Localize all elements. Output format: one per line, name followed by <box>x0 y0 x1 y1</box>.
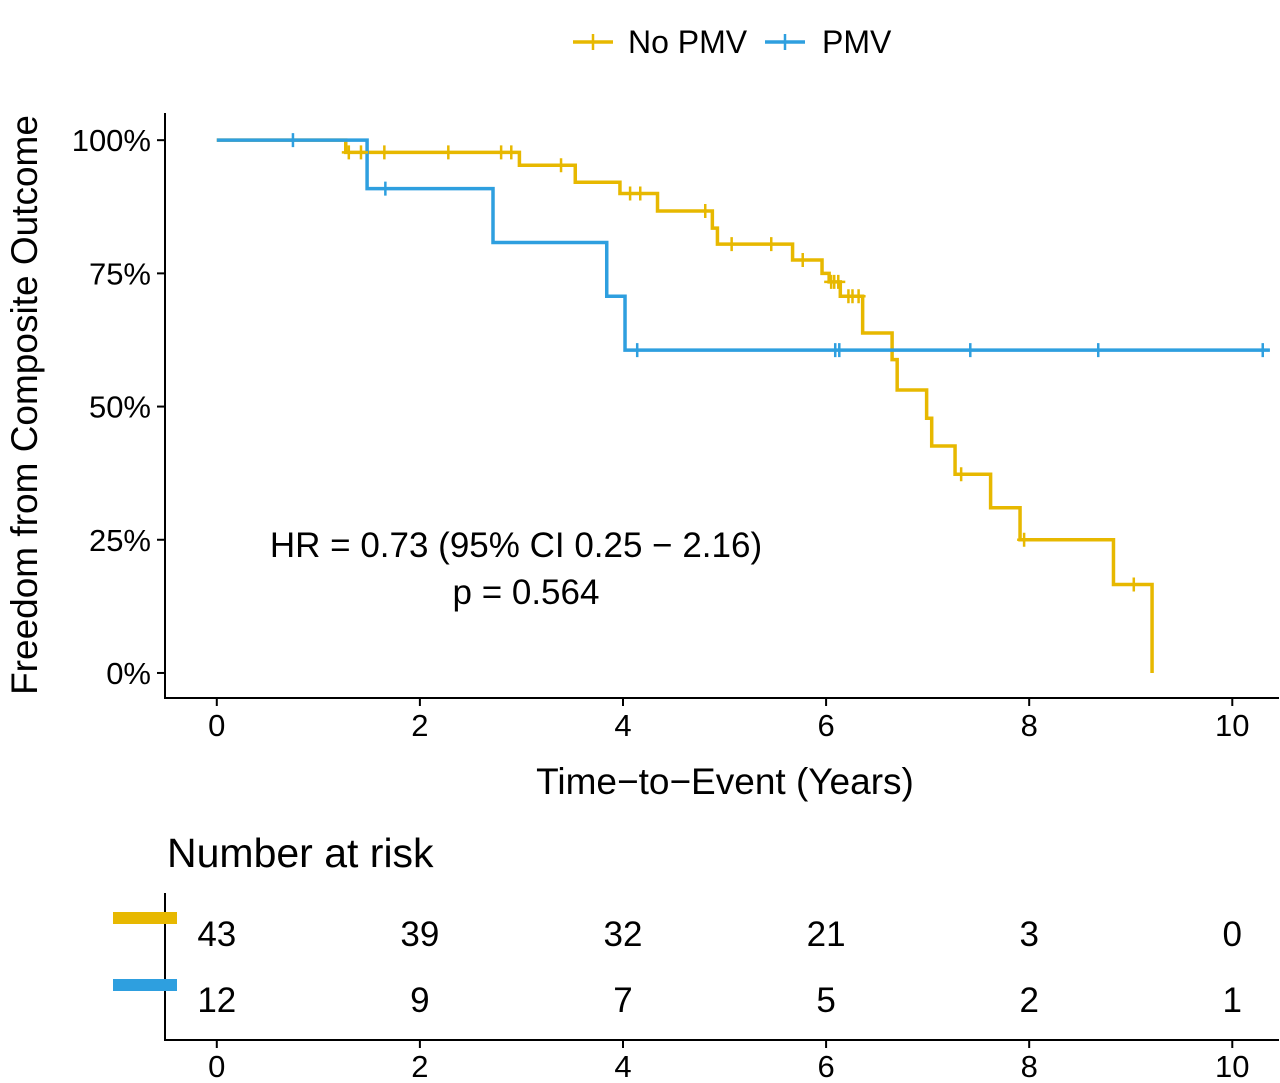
legend-item-pmv: PMV <box>765 24 892 60</box>
risk-x-tick-label: 4 <box>614 1049 631 1083</box>
risk-count: 32 <box>604 915 643 954</box>
censor-mark-no-pmv <box>353 145 368 160</box>
risk-row-color-key <box>113 912 177 924</box>
censor-mark-no-pmv <box>724 237 739 252</box>
censor-mark-no-pmv <box>764 237 779 252</box>
survival-plot: 0% 25% 50% 75% 100% 0 2 4 6 8 10 HR = 0.73 (95% C… <box>72 113 1279 743</box>
censor-mark-pmv <box>1255 343 1270 358</box>
y-tick-label: 25% <box>89 523 151 558</box>
risk-count: 39 <box>400 915 439 954</box>
risk-table: Number at risk 43 39 32 21 3 012 9 7 5 2 1 0 2 4 6 8 10 <box>113 830 1279 1083</box>
risk-count: 3 <box>1019 915 1038 954</box>
censor-mark-pmv <box>1091 343 1106 358</box>
hazard-ratio-annotation: HR = 0.73 (95% CI 0.25 − 2.16) <box>270 526 762 565</box>
x-axis-title: Time−to−Event (Years) <box>536 761 914 802</box>
censor-marks <box>285 133 1270 592</box>
risk-count: 9 <box>410 981 429 1020</box>
legend-swatch-marker <box>585 34 601 50</box>
survival-curve-pmv <box>216 138 1270 352</box>
censor-mark-no-pmv <box>377 145 392 160</box>
risk-count: 0 <box>1223 915 1242 954</box>
censor-mark-no-pmv <box>504 145 519 160</box>
risk-count: 7 <box>613 981 632 1020</box>
y-axis-ticks: 0% 25% 50% 75% 100% <box>72 123 165 691</box>
censor-mark-no-pmv <box>831 274 846 289</box>
risk-x-tick-label: 10 <box>1215 1049 1249 1083</box>
risk-count: 1 <box>1223 981 1242 1020</box>
risk-count: 2 <box>1019 981 1038 1020</box>
legend-label: PMV <box>822 24 892 60</box>
risk-x-tick-label: 6 <box>817 1049 834 1083</box>
y-axis-title: Freedom from Composite Outcome <box>4 115 45 695</box>
risk-row-color-key <box>113 979 177 991</box>
risk-count: 21 <box>807 915 846 954</box>
censor-mark-no-pmv <box>633 186 648 201</box>
censor-mark-pmv <box>832 343 847 358</box>
risk-table-x-axis-ticks: 0 2 4 6 8 10 <box>208 1040 1250 1083</box>
x-tick-label: 4 <box>614 708 631 743</box>
legend-item-no-pmv: No PMV <box>573 24 748 60</box>
risk-table-title: Number at risk <box>167 830 434 876</box>
survival-curves <box>216 138 1270 673</box>
x-tick-label: 8 <box>1021 708 1038 743</box>
censor-mark-no-pmv <box>441 145 456 160</box>
censor-mark-pmv <box>963 343 978 358</box>
censor-mark-no-pmv <box>554 158 569 173</box>
survival-curve-no-pmv <box>216 138 1154 673</box>
legend-label: No PMV <box>628 24 748 60</box>
censor-mark-pmv <box>378 181 393 196</box>
x-axis-ticks: 0 2 4 6 8 10 <box>208 698 1250 743</box>
legend: No PMV PMV <box>573 24 892 60</box>
censor-mark-no-pmv <box>341 145 356 160</box>
x-tick-label: 2 <box>411 708 428 743</box>
censor-mark-pmv <box>285 133 300 148</box>
y-tick-label: 75% <box>89 256 151 291</box>
censor-mark-no-pmv <box>1017 532 1032 547</box>
censor-mark-no-pmv <box>795 253 810 268</box>
censor-mark-pmv <box>630 343 645 358</box>
y-tick-label: 50% <box>89 390 151 425</box>
censor-mark-no-pmv <box>954 467 969 482</box>
y-tick-label: 0% <box>106 656 151 691</box>
y-tick-label: 100% <box>72 123 151 158</box>
risk-count: 43 <box>197 915 236 954</box>
risk-table-rows: 43 39 32 21 3 012 9 7 5 2 1 <box>113 912 1242 1020</box>
legend-swatch-marker <box>777 34 793 50</box>
censor-mark-no-pmv <box>1126 577 1141 592</box>
censor-mark-no-pmv <box>698 204 713 219</box>
risk-count: 5 <box>816 981 835 1020</box>
risk-x-tick-label: 8 <box>1021 1049 1038 1083</box>
x-tick-label: 10 <box>1215 708 1249 743</box>
censor-mark-no-pmv <box>851 289 866 304</box>
risk-x-tick-label: 0 <box>208 1049 225 1083</box>
x-tick-label: 6 <box>817 708 834 743</box>
risk-count: 12 <box>197 981 236 1020</box>
x-tick-label: 0 <box>208 708 225 743</box>
p-value-annotation: p = 0.564 <box>453 573 600 612</box>
risk-x-tick-label: 2 <box>411 1049 428 1083</box>
